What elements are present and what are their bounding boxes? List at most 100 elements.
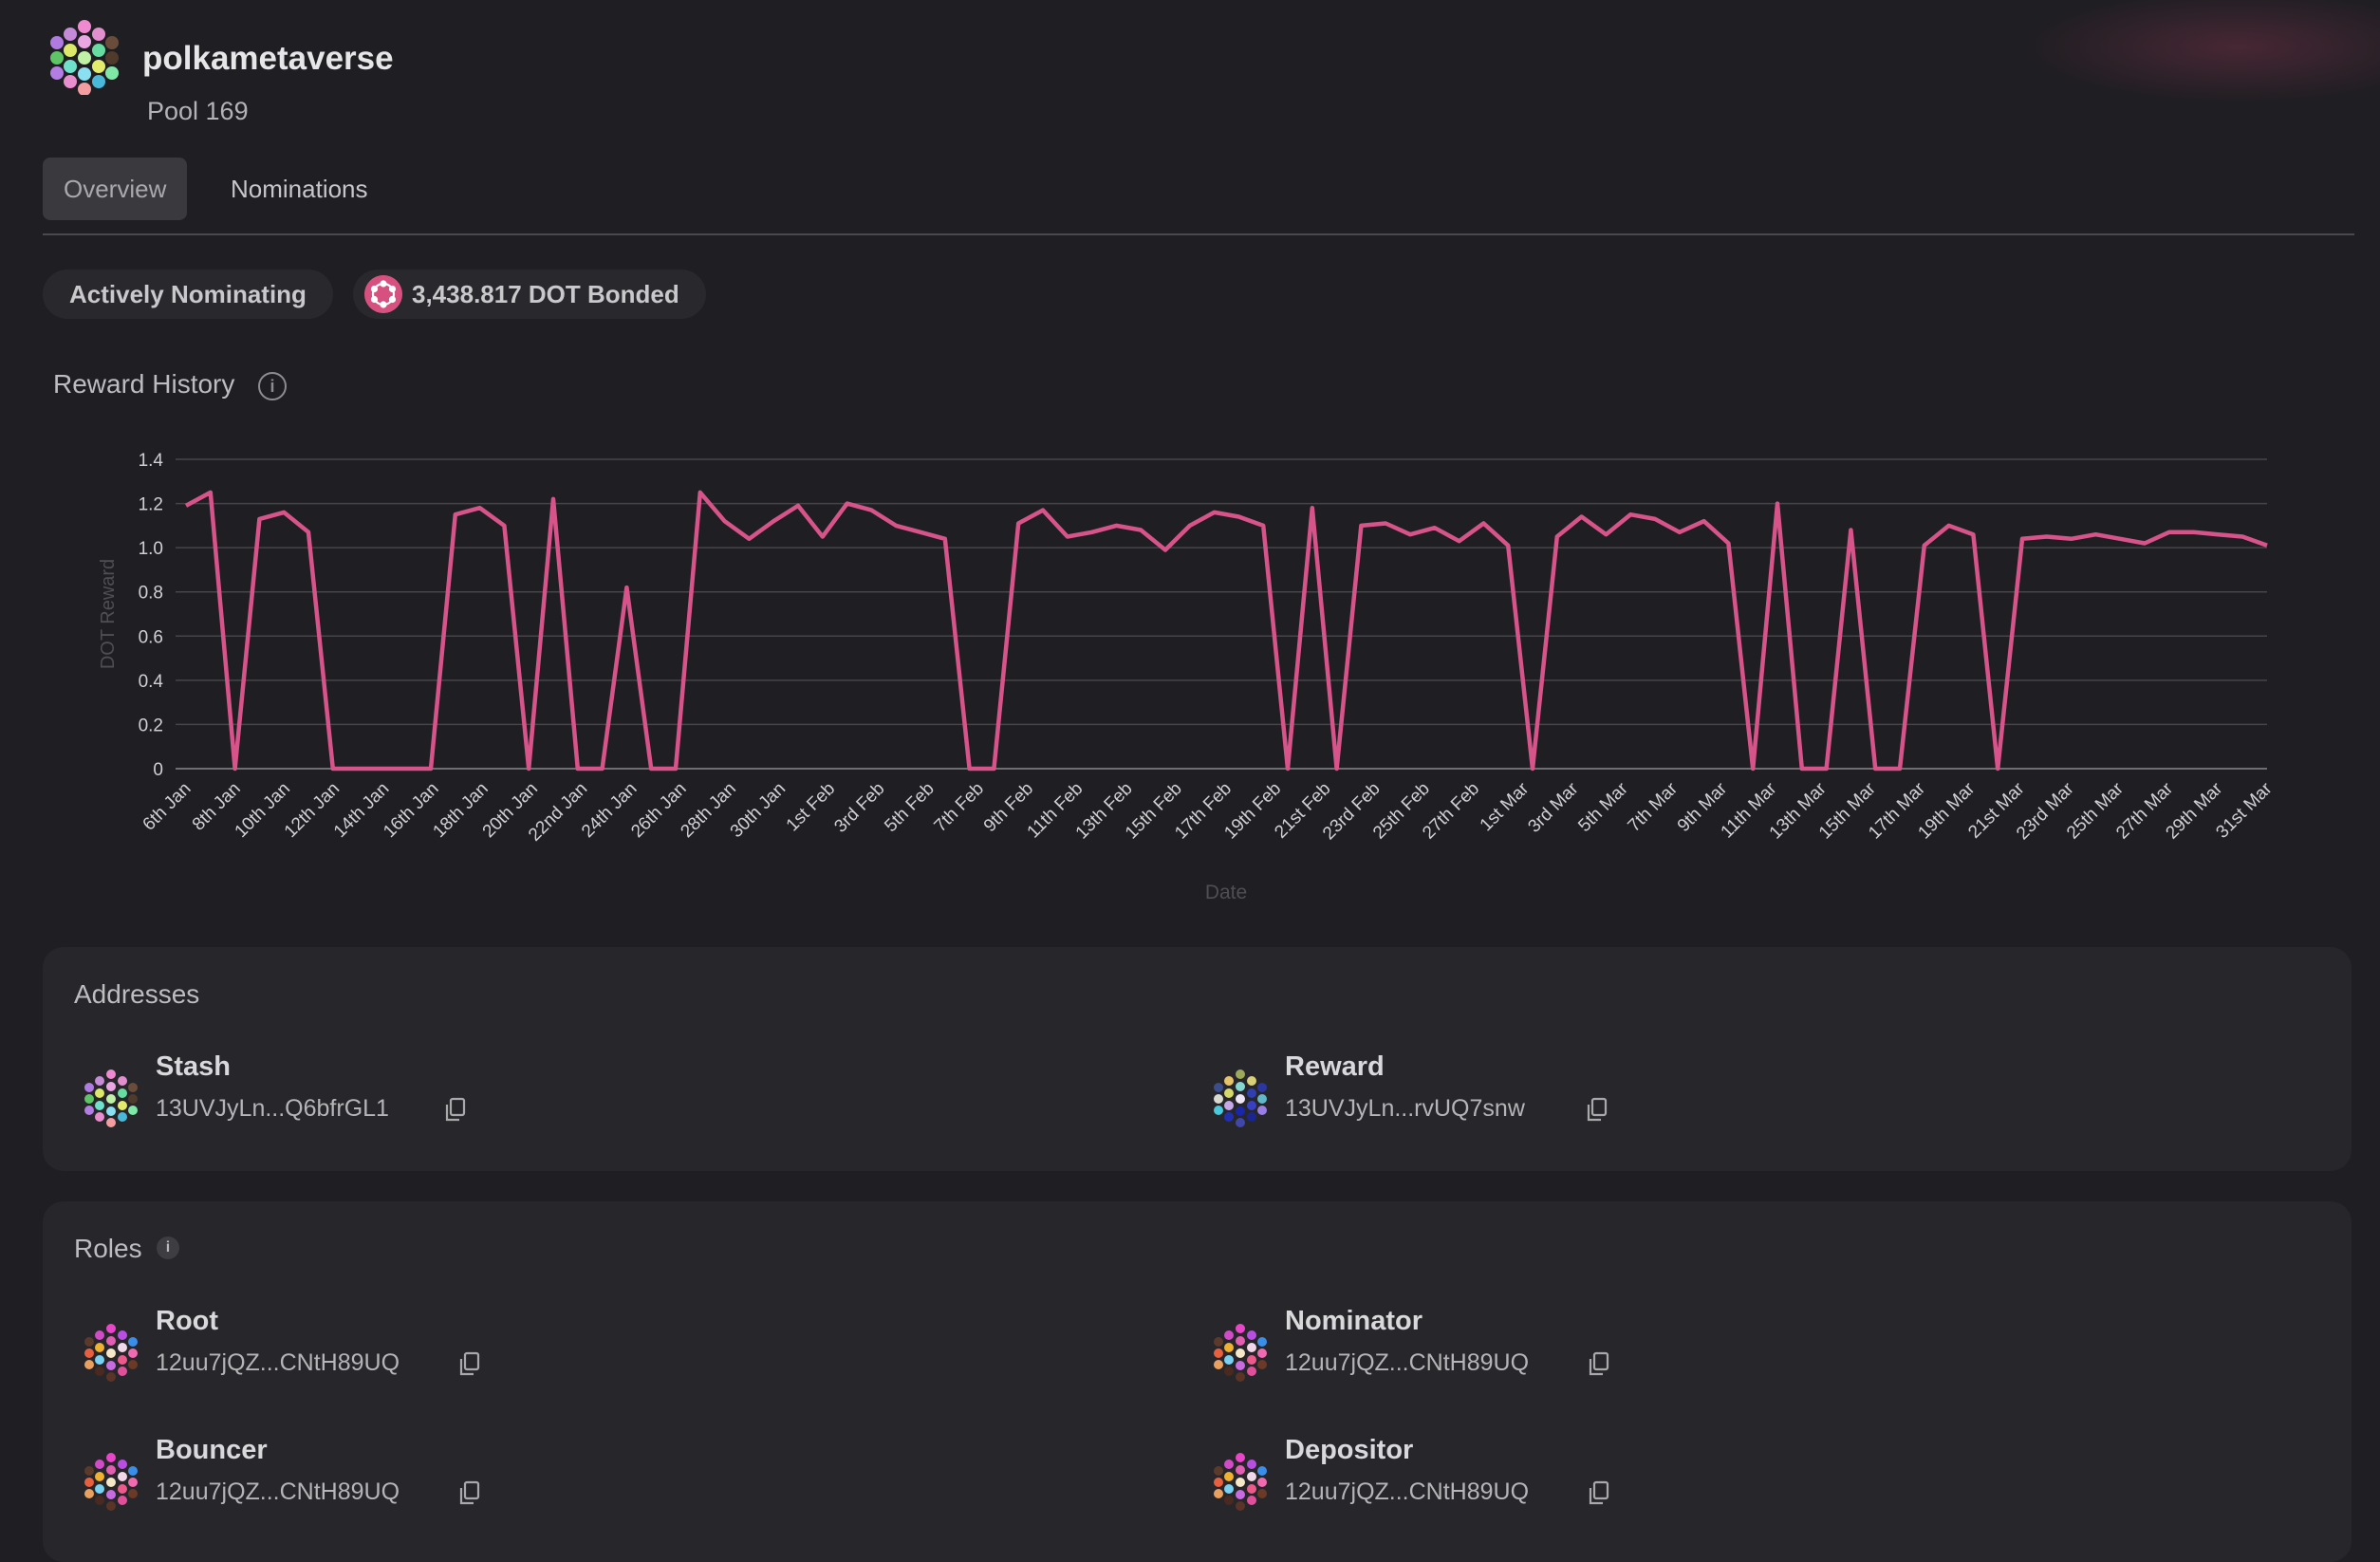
reward-data-point[interactable] — [600, 766, 605, 772]
reward-data-point[interactable] — [2142, 540, 2148, 546]
reward-data-point[interactable] — [1603, 531, 1608, 537]
reward-data-point[interactable] — [1260, 523, 1266, 529]
copy-icon[interactable] — [457, 1349, 482, 1378]
reward-data-point[interactable] — [1212, 510, 1218, 515]
reward-data-point[interactable] — [1627, 511, 1633, 517]
reward-data-point[interactable] — [1015, 521, 1021, 527]
reward-data-point[interactable] — [673, 766, 679, 772]
reward-data-point[interactable] — [1946, 523, 1952, 529]
reward-data-point[interactable] — [2264, 543, 2270, 549]
reward-data-point[interactable] — [1922, 543, 1927, 549]
info-icon[interactable]: i — [157, 1237, 179, 1259]
root-address: 12uu7jQZ...CNtH89UQ — [156, 1349, 400, 1376]
reward-data-point[interactable] — [991, 766, 996, 772]
reward-data-point[interactable] — [722, 518, 728, 524]
reward-data-point[interactable] — [893, 523, 899, 529]
reward-data-point[interactable] — [1554, 534, 1560, 540]
polkadot-icon — [364, 275, 402, 313]
reward-data-point[interactable] — [1480, 521, 1486, 527]
reward-data-point[interactable] — [306, 530, 311, 535]
reward-data-point[interactable] — [453, 511, 458, 517]
reward-data-point[interactable] — [1285, 766, 1291, 772]
reward-data-point[interactable] — [1187, 523, 1193, 529]
reward-data-point[interactable] — [845, 501, 850, 507]
reward-data-point[interactable] — [526, 766, 531, 772]
reward-data-point[interactable] — [232, 766, 238, 772]
reward-data-point[interactable] — [1725, 540, 1731, 546]
reward-data-point[interactable] — [1530, 766, 1535, 772]
reward-data-point[interactable] — [942, 536, 948, 542]
copy-icon[interactable] — [443, 1095, 468, 1124]
reward-data-point[interactable] — [1457, 538, 1462, 544]
reward-data-point[interactable] — [1383, 521, 1388, 527]
reward-data-point[interactable] — [2215, 531, 2221, 537]
reward-data-point[interactable] — [1236, 514, 1241, 520]
reward-data-point[interactable] — [1407, 531, 1413, 537]
reward-data-point[interactable] — [697, 490, 703, 495]
info-icon[interactable]: i — [258, 372, 287, 400]
reward-data-point[interactable] — [183, 503, 189, 509]
reward-data-point[interactable] — [1995, 766, 2000, 772]
reward-data-point[interactable] — [1432, 525, 1438, 530]
reward-data-point[interactable] — [1799, 766, 1805, 772]
reward-data-point[interactable] — [918, 530, 923, 535]
tab-overview[interactable]: Overview — [43, 158, 188, 220]
reward-data-point[interactable] — [1113, 523, 1119, 529]
reward-data-point[interactable] — [2166, 530, 2172, 535]
tab-nominations[interactable]: Nominations — [231, 175, 368, 203]
reward-data-point[interactable] — [379, 766, 384, 772]
reward-data-point[interactable] — [2069, 536, 2074, 542]
reward-data-point[interactable] — [1652, 516, 1658, 522]
reward-data-point[interactable] — [2019, 536, 2025, 542]
reward-data-point[interactable] — [256, 516, 262, 522]
reward-data-point[interactable] — [648, 766, 654, 772]
reward-data-point[interactable] — [355, 766, 361, 772]
reward-data-point[interactable] — [795, 503, 801, 509]
reward-data-point[interactable] — [501, 523, 507, 529]
reward-data-point[interactable] — [2117, 536, 2123, 542]
reward-data-point[interactable] — [1334, 766, 1340, 772]
copy-icon[interactable] — [1587, 1478, 1611, 1507]
reward-data-point[interactable] — [1505, 543, 1511, 549]
copy-icon[interactable] — [1587, 1349, 1611, 1378]
reward-data-point[interactable] — [1775, 501, 1780, 507]
reward-data-point[interactable] — [1040, 508, 1046, 513]
reward-data-point[interactable] — [623, 585, 629, 590]
reward-data-point[interactable] — [1970, 531, 1976, 537]
reward-data-point[interactable] — [2240, 534, 2245, 540]
reward-data-point[interactable] — [1065, 534, 1070, 540]
reward-data-point[interactable] — [967, 766, 973, 772]
reward-data-point[interactable] — [428, 766, 434, 772]
reward-data-point[interactable] — [1701, 518, 1707, 524]
reward-data-point[interactable] — [1897, 766, 1903, 772]
reward-data-point[interactable] — [868, 508, 874, 513]
reward-data-point[interactable] — [1750, 766, 1756, 772]
reward-data-point[interactable] — [1089, 530, 1095, 535]
reward-data-point[interactable] — [575, 766, 581, 772]
reward-data-point[interactable] — [1138, 528, 1144, 533]
reward-data-point[interactable] — [1848, 528, 1853, 533]
reward-data-point[interactable] — [746, 536, 752, 542]
reward-data-point[interactable] — [2044, 534, 2050, 540]
reward-data-point[interactable] — [771, 518, 776, 524]
reward-data-point[interactable] — [1872, 766, 1878, 772]
reward-data-point[interactable] — [1677, 530, 1683, 535]
reward-data-point[interactable] — [1824, 766, 1830, 772]
copy-icon[interactable] — [1585, 1095, 1609, 1124]
reward-data-point[interactable] — [1162, 547, 1168, 552]
reward-data-point[interactable] — [330, 766, 336, 772]
reward-data-point[interactable] — [208, 490, 214, 495]
reward-data-point[interactable] — [2191, 530, 2197, 535]
reward-data-point[interactable] — [820, 534, 826, 540]
stash-address-value: 13UVJyLn...Q6bfrGL1 — [156, 1095, 389, 1122]
reward-data-point[interactable] — [1310, 505, 1315, 511]
reward-data-point[interactable] — [550, 496, 556, 502]
reward-data-point[interactable] — [2092, 531, 2098, 537]
depositor-label: Depositor — [1285, 1435, 1414, 1465]
reward-data-point[interactable] — [281, 510, 287, 515]
copy-icon[interactable] — [457, 1478, 482, 1507]
reward-data-point[interactable] — [403, 766, 409, 772]
reward-data-point[interactable] — [1579, 514, 1585, 520]
reward-data-point[interactable] — [477, 505, 483, 511]
reward-data-point[interactable] — [1358, 523, 1364, 529]
